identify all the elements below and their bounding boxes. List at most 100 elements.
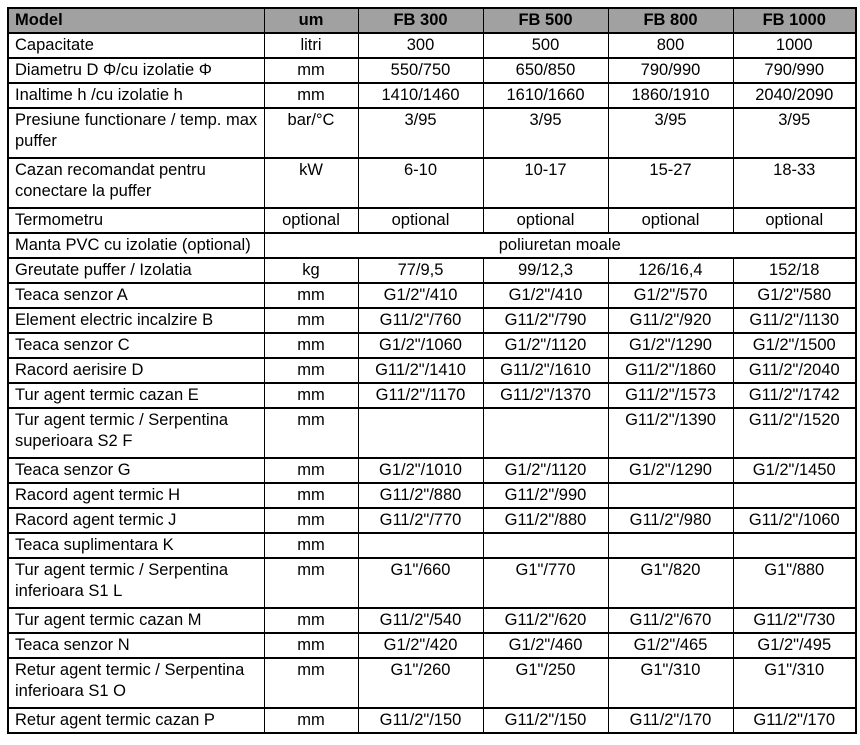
row-label: Racord aerisire D — [7, 357, 265, 384]
value-cell: G11/2"/1060 — [732, 507, 857, 534]
row-label: Element electric incalzire B — [7, 307, 265, 334]
value-cell: G11/2"/760 — [357, 307, 484, 334]
unit-cell: mm — [263, 407, 359, 459]
value-cell: 500 — [482, 32, 609, 59]
value-cell: G1"/250 — [482, 657, 609, 709]
table-row: Presiune functionare / temp. max puffer b… — [7, 107, 857, 159]
value-cell: G11/2"/790 — [482, 307, 609, 334]
value-cell: 790/990 — [732, 57, 857, 84]
value-cell: G11/2"/150 — [357, 707, 484, 734]
value-cell — [732, 532, 857, 559]
value-cell: optional — [357, 207, 484, 234]
row-label: Teaca senzor A — [7, 282, 265, 309]
unit-cell: kW — [263, 157, 359, 209]
value-cell: 6-10 — [357, 157, 484, 209]
header-fb800: FB 800 — [607, 7, 734, 34]
unit-cell: mm — [263, 507, 359, 534]
value-cell: G1"/260 — [357, 657, 484, 709]
value-cell: G11/2"/1370 — [482, 382, 609, 409]
value-cell: G11/2"/540 — [357, 607, 484, 634]
value-cell: 3/95 — [482, 107, 609, 159]
table-row: Retur agent termic / Serpentina inferioa… — [7, 657, 857, 709]
table-row: Cazan recomandat pentru conectare la puf… — [7, 157, 857, 209]
value-cell: 152/18 — [732, 257, 857, 284]
value-cell: G1/2"/465 — [607, 632, 734, 659]
value-cell: G11/2"/1390 — [607, 407, 734, 459]
value-cell: G11/2"/1573 — [607, 382, 734, 409]
value-cell: G1/2"/460 — [482, 632, 609, 659]
row-label: Retur agent termic cazan P — [7, 707, 265, 734]
value-cell: 1410/1460 — [357, 82, 484, 109]
value-cell: G1/2"/495 — [732, 632, 857, 659]
unit-cell: mm — [263, 457, 359, 484]
value-cell: G1"/660 — [357, 557, 484, 609]
row-label: Tur agent termic cazan M — [7, 607, 265, 634]
unit-cell: mm — [263, 607, 359, 634]
value-cell — [357, 407, 484, 459]
value-cell: G1/2"/420 — [357, 632, 484, 659]
unit-cell: mm — [263, 382, 359, 409]
value-cell: G1/2"/1010 — [357, 457, 484, 484]
row-label: Tur agent termic cazan E — [7, 382, 265, 409]
value-cell: 18-33 — [732, 157, 857, 209]
value-cell: G11/2"/770 — [357, 507, 484, 534]
table-header-row: Model um FB 300 FB 500 FB 800 FB 1000 — [7, 7, 857, 34]
value-cell: G1/2"/570 — [607, 282, 734, 309]
value-cell: optional — [607, 207, 734, 234]
value-cell: 15-27 — [607, 157, 734, 209]
row-label: Teaca senzor N — [7, 632, 265, 659]
value-cell: G11/2"/670 — [607, 607, 734, 634]
value-cell: G11/2"/150 — [482, 707, 609, 734]
value-cell: G1/2"/1290 — [607, 457, 734, 484]
value-cell — [732, 482, 857, 509]
value-cell — [607, 532, 734, 559]
unit-cell: mm — [263, 707, 359, 734]
value-cell: G11/2"/1610 — [482, 357, 609, 384]
table-row: Tur agent termic / Serpentina superioara… — [7, 407, 857, 459]
value-cell: G11/2"/880 — [482, 507, 609, 534]
value-cell: G1"/820 — [607, 557, 734, 609]
row-label: Termometru — [7, 207, 265, 234]
puffer-spec-table: Model um FB 300 FB 500 FB 800 FB 1000 Ca… — [7, 7, 857, 734]
value-cell: G11/2"/1130 — [732, 307, 857, 334]
table-row: Manta PVC cu izolatie (optional) poliuret… — [7, 232, 857, 259]
value-cell: 1610/1660 — [482, 82, 609, 109]
row-label: Greutate puffer / Izolatia — [7, 257, 265, 284]
unit-cell: mm — [263, 557, 359, 609]
value-cell: 3/95 — [732, 107, 857, 159]
header-fb500: FB 500 — [482, 7, 609, 34]
value-cell: G1/2"/410 — [357, 282, 484, 309]
unit-cell: mm — [263, 332, 359, 359]
table-row: Greutate puffer / Izolatia kg 77/9,5 99/12,… — [7, 257, 857, 284]
value-cell: G11/2"/1410 — [357, 357, 484, 384]
row-label: Racord agent termic J — [7, 507, 265, 534]
value-cell: G1/2"/1290 — [607, 332, 734, 359]
value-cell: G1"/310 — [607, 657, 734, 709]
value-cell: G1/2"/410 — [482, 282, 609, 309]
value-cell: G1/2"/580 — [732, 282, 857, 309]
row-label: Diametru D Φ/cu izolatie Φ — [7, 57, 265, 84]
value-cell: 550/750 — [357, 57, 484, 84]
value-cell: G1/2"/1500 — [732, 332, 857, 359]
row-label: Tur agent termic / Serpentina inferioara… — [7, 557, 265, 609]
value-cell: G11/2"/170 — [732, 707, 857, 734]
value-cell: G1/2"/1450 — [732, 457, 857, 484]
unit-cell: mm — [263, 532, 359, 559]
value-cell: 3/95 — [607, 107, 734, 159]
table-row: Termometru optional optional optional option… — [7, 207, 857, 234]
value-cell: 790/990 — [607, 57, 734, 84]
row-label: Tur agent termic / Serpentina superioara… — [7, 407, 265, 459]
row-label: Teaca suplimentara K — [7, 532, 265, 559]
value-cell — [482, 532, 609, 559]
unit-cell: mm — [263, 632, 359, 659]
value-cell: G11/2"/920 — [607, 307, 734, 334]
table-row: Inaltime h /cu izolatie h mm 1410/1460 1610… — [7, 82, 857, 109]
merged-value-cell: poliuretan moale — [263, 232, 857, 259]
